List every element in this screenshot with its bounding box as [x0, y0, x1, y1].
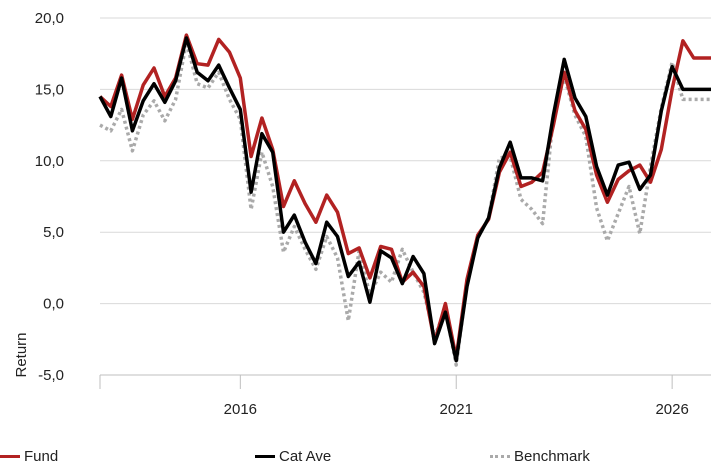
gridlines [100, 17, 711, 376]
x-tick-label: 2026 [655, 401, 688, 418]
series-line-cat-ave [98, 36, 711, 363]
x-tick-label: 2016 [224, 401, 257, 418]
y-tick-label: 10,0 [35, 153, 64, 170]
legend-item-cat-ave: Cat Ave [255, 448, 331, 465]
legend-label-benchmark: Benchmark [514, 448, 590, 465]
y-tick-label: -5,0 [38, 367, 64, 384]
legend-item-benchmark: Benchmark [490, 448, 590, 465]
x-axis: 2016 2021 2026 [99, 374, 711, 418]
y-axis-label: Return [13, 332, 30, 377]
y-tick-labels: -5,0 0,0 5,0 10,0 15,0 20,0 [35, 10, 64, 384]
legend-swatch-fund [0, 455, 20, 458]
line-chart: -5,0 0,0 5,0 10,0 15,0 20,0 2016 2021 2026 Retu… [13, 10, 711, 418]
y-tick-label: 15,0 [35, 81, 64, 98]
legend-swatch-cat-ave [255, 455, 275, 458]
series-line-benchmark [99, 40, 711, 367]
legend: Fund Cat Ave Benchmark [0, 448, 711, 468]
y-tick-label: 5,0 [43, 224, 64, 241]
series-line-fund [98, 33, 711, 360]
y-tick-label: 0,0 [43, 296, 64, 313]
legend-label-fund: Fund [24, 448, 59, 465]
x-tick-label: 2021 [440, 401, 473, 418]
y-tick-label: 20,0 [35, 10, 64, 27]
legend-item-fund: Fund [0, 448, 58, 465]
legend-label-cat-ave: Cat Ave [279, 448, 332, 465]
series-lines [98, 33, 711, 367]
legend-swatch-benchmark [490, 455, 510, 458]
